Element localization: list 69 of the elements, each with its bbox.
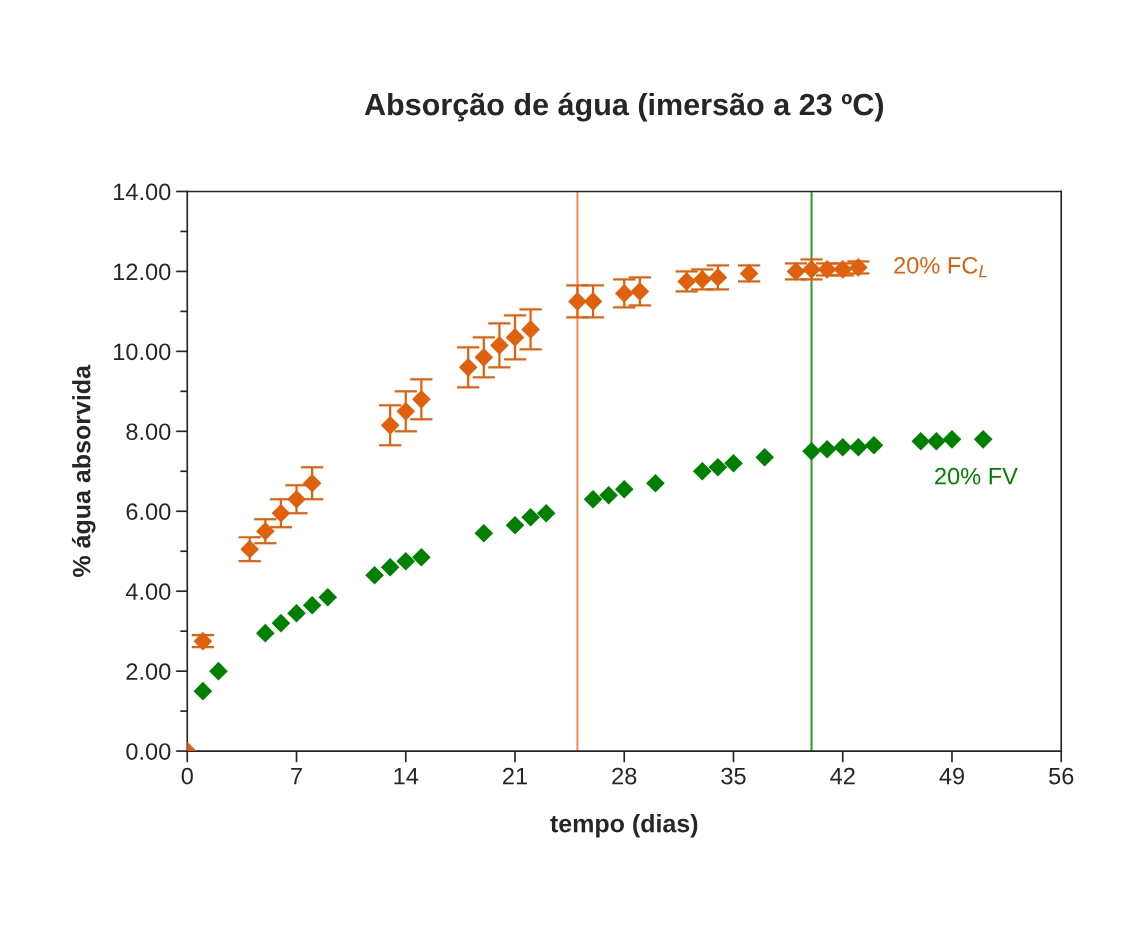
y-tick-label: 4.00 (125, 583, 171, 600)
point (380, 557, 400, 577)
y-tick-label: 10.00 (114, 343, 171, 361)
point (396, 402, 416, 421)
point (583, 489, 603, 509)
x-tick-label: 56 (1049, 767, 1074, 785)
x-tick-label: 49 (939, 767, 964, 785)
point (302, 473, 322, 493)
y-tick-label: 0.00 (126, 743, 171, 760)
point (568, 292, 587, 311)
point (614, 284, 634, 303)
point (209, 661, 228, 681)
point (396, 551, 416, 571)
y-tick-label: 14.00 (114, 183, 171, 201)
point (614, 479, 634, 499)
y-tick-label: 8.00 (126, 423, 171, 441)
point (490, 336, 509, 355)
point (287, 603, 306, 623)
point (255, 623, 275, 643)
x-tick-label: 42 (830, 767, 855, 785)
x-axis-title: tempo (dias) (550, 814, 698, 838)
point (817, 439, 837, 459)
point (833, 437, 853, 457)
point (864, 435, 884, 455)
point (271, 613, 291, 633)
point (521, 320, 540, 339)
point (692, 461, 712, 481)
x-tick-label: 35 (721, 767, 746, 785)
y-tick-label: 12.00 (114, 263, 171, 281)
series-label: 20% FV (935, 467, 1018, 485)
point (271, 503, 291, 523)
point (583, 292, 603, 311)
point (521, 507, 540, 527)
x-tick-label: 28 (612, 767, 637, 785)
point (412, 547, 431, 567)
y-tick-label: 6.00 (126, 503, 171, 521)
point (505, 328, 525, 347)
point (973, 429, 993, 449)
point (380, 416, 400, 435)
point (474, 523, 494, 543)
point (474, 348, 494, 367)
point (458, 358, 478, 377)
point (927, 431, 946, 451)
point (646, 473, 665, 493)
point (849, 437, 868, 457)
point (630, 282, 650, 301)
point (302, 595, 322, 615)
series-label: 20% FC$_{L}$ (894, 257, 987, 278)
point (599, 485, 618, 505)
x-tick-label: 14 (394, 767, 419, 785)
point (536, 503, 556, 523)
point (911, 431, 931, 451)
point (412, 390, 431, 409)
y-tick-label: 2.00 (126, 663, 171, 680)
point (318, 587, 338, 607)
x-tick-label: 21 (503, 767, 527, 785)
point (708, 457, 728, 477)
point (505, 515, 525, 535)
x-tick-label: 0 (181, 767, 193, 785)
x-tick-label: 7 (291, 767, 302, 785)
point (193, 681, 213, 701)
point (942, 429, 962, 449)
chart-title: Absorção de água (imersão a 23 ºC) (364, 92, 884, 122)
point (802, 441, 821, 461)
y-axis-title: % água absorvida (71, 364, 96, 577)
point (755, 447, 775, 467)
point (287, 489, 306, 509)
point (365, 565, 384, 585)
point (724, 453, 743, 473)
